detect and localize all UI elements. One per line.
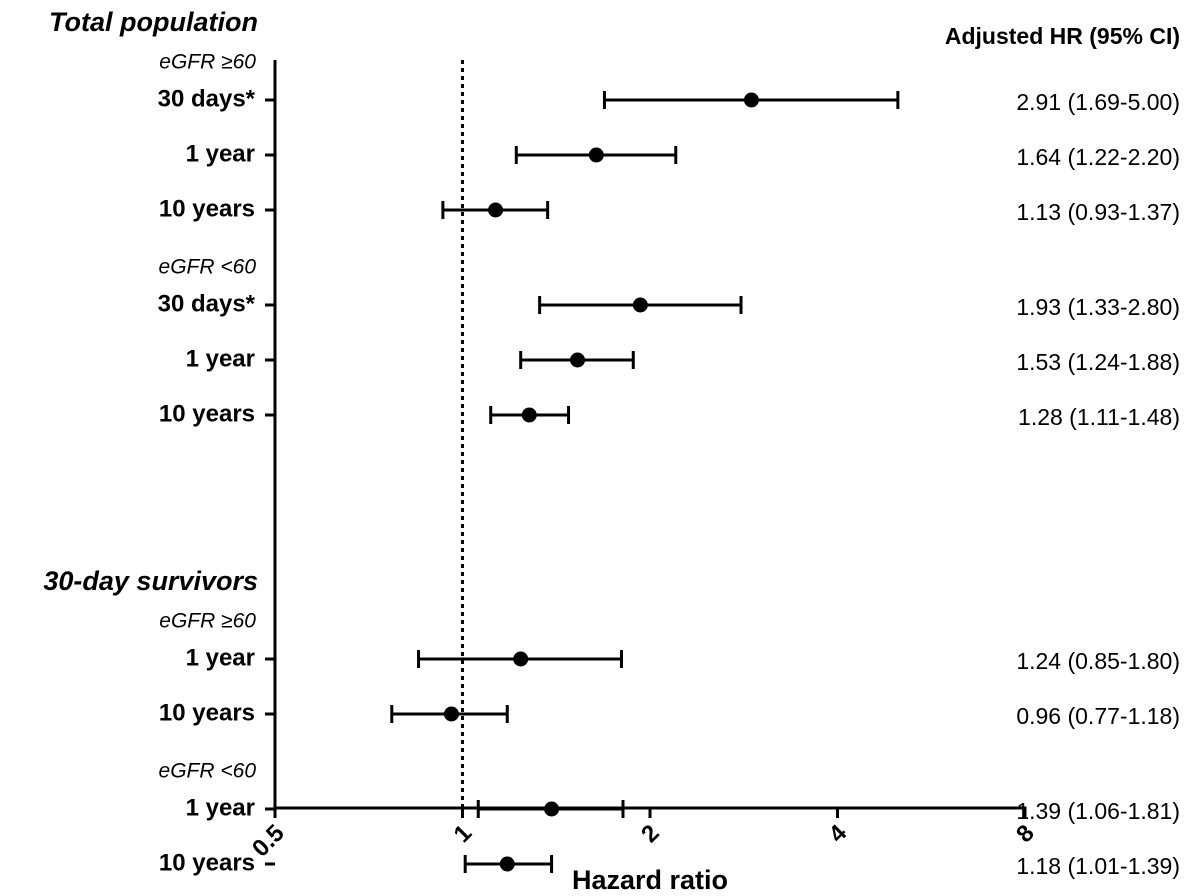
subgroup-label: eGFR ≥60 bbox=[159, 51, 256, 74]
subgroup-label: eGFR <60 bbox=[159, 760, 257, 783]
group-title: Total population bbox=[49, 7, 258, 37]
ci-text: 1.64 (1.22-2.20) bbox=[1016, 144, 1180, 170]
row-label: 10 years bbox=[159, 400, 255, 427]
ci-text: 1.93 (1.33-2.80) bbox=[1016, 294, 1180, 320]
hr-point bbox=[743, 92, 759, 108]
hr-point bbox=[588, 147, 604, 163]
ci-text: 0.96 (0.77-1.18) bbox=[1016, 703, 1180, 729]
ci-text: 1.28 (1.11-1.48) bbox=[1018, 404, 1180, 430]
hr-point bbox=[544, 801, 560, 817]
x-tick-label: 4 bbox=[824, 819, 853, 848]
row-label: 10 years bbox=[159, 195, 255, 222]
x-tick-label: 2 bbox=[636, 820, 665, 849]
ci-text: 2.91 (1.69-5.00) bbox=[1016, 89, 1180, 115]
ci-text: 1.39 (1.06-1.81) bbox=[1016, 798, 1180, 824]
row-label: 30 days* bbox=[158, 85, 256, 112]
column-header: Adjusted HR (95% CI) bbox=[945, 23, 1180, 49]
hr-point bbox=[632, 297, 648, 313]
hr-point bbox=[513, 651, 529, 667]
ci-text: 1.24 (0.85-1.80) bbox=[1016, 648, 1180, 674]
x-tick-label: 1 bbox=[449, 820, 478, 849]
x-axis-label: Hazard ratio bbox=[572, 865, 728, 895]
hr-point bbox=[570, 352, 586, 368]
row-label: 10 years bbox=[159, 699, 255, 726]
row-label: 1 year bbox=[186, 794, 255, 821]
ci-text: 1.18 (1.01-1.39) bbox=[1016, 853, 1180, 879]
hr-point bbox=[443, 706, 459, 722]
ci-text: 1.13 (0.93-1.37) bbox=[1016, 199, 1180, 225]
group-title: 30-day survivors bbox=[43, 566, 258, 596]
hr-point bbox=[521, 407, 537, 423]
ci-text: 1.53 (1.24-1.88) bbox=[1016, 349, 1180, 375]
row-label: 1 year bbox=[186, 345, 255, 372]
row-label: 1 year bbox=[186, 644, 255, 671]
hr-point bbox=[499, 856, 515, 872]
subgroup-label: eGFR ≥60 bbox=[159, 610, 256, 633]
subgroup-label: eGFR <60 bbox=[159, 256, 257, 279]
row-label: 10 years bbox=[159, 849, 255, 876]
row-label: 1 year bbox=[186, 140, 255, 167]
row-label: 30 days* bbox=[158, 290, 256, 317]
hr-point bbox=[488, 202, 504, 218]
